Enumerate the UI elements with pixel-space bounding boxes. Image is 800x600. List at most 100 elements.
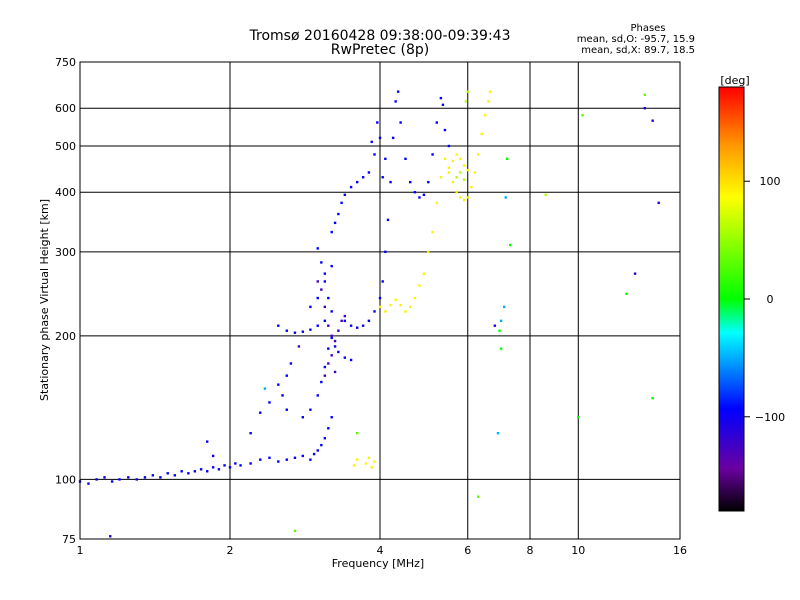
data-point xyxy=(316,324,319,327)
data-point xyxy=(367,319,371,323)
data-point xyxy=(499,347,503,350)
data-point xyxy=(249,462,252,465)
data-point xyxy=(343,356,347,359)
data-point xyxy=(293,331,297,334)
colorbar-label: [deg] xyxy=(720,74,749,87)
data-point xyxy=(443,157,447,161)
data-point xyxy=(327,324,330,327)
y-tick-label: 200 xyxy=(55,330,76,343)
colorbar-tick-label: 0 xyxy=(767,293,774,306)
data-point xyxy=(349,358,353,362)
data-point xyxy=(499,319,503,323)
data-points xyxy=(78,90,660,538)
data-point xyxy=(277,324,280,327)
data-point xyxy=(337,350,340,354)
data-point xyxy=(451,180,455,184)
data-point xyxy=(301,454,305,458)
data-point xyxy=(435,201,438,205)
data-point xyxy=(323,305,327,309)
data-point xyxy=(498,329,501,332)
data-point xyxy=(118,478,121,481)
data-point xyxy=(327,296,330,300)
phases-x-mode: mean, sd,X: 89.7, 18.5 xyxy=(581,45,695,56)
data-point xyxy=(384,157,387,161)
data-point xyxy=(277,460,280,463)
data-point xyxy=(409,180,412,184)
data-point xyxy=(316,449,319,452)
data-point xyxy=(330,354,333,357)
data-point xyxy=(378,296,382,300)
y-tick-label: 300 xyxy=(55,246,76,259)
data-point xyxy=(378,136,382,140)
data-point xyxy=(447,166,451,170)
data-point xyxy=(431,153,434,156)
data-point xyxy=(427,250,430,254)
data-point xyxy=(443,128,447,132)
data-point xyxy=(455,153,458,156)
data-point xyxy=(180,470,183,473)
data-point xyxy=(259,458,262,461)
phases-heading: Phases xyxy=(630,23,665,34)
data-point xyxy=(651,396,654,400)
data-point xyxy=(633,272,637,275)
data-point xyxy=(323,437,327,440)
data-point xyxy=(455,176,458,179)
data-point xyxy=(268,401,271,404)
y-tick-label: 75 xyxy=(62,533,76,546)
data-point xyxy=(355,458,359,461)
y-tick-label: 100 xyxy=(55,473,76,486)
data-point xyxy=(205,470,209,473)
data-point xyxy=(389,180,392,184)
data-point xyxy=(409,305,412,309)
data-point xyxy=(316,296,319,300)
data-point xyxy=(404,310,407,313)
data-point xyxy=(320,380,323,384)
data-point xyxy=(418,196,421,199)
data-point xyxy=(316,394,319,397)
data-point xyxy=(312,452,316,456)
colorbar-tick-label: 100 xyxy=(760,175,781,188)
grid-lines xyxy=(80,62,680,539)
data-point xyxy=(355,326,359,329)
data-point xyxy=(451,159,455,163)
data-point xyxy=(95,478,98,481)
data-point xyxy=(466,196,469,199)
data-point xyxy=(135,478,138,481)
data-point xyxy=(277,383,280,386)
chart-subtitle: RwPretec (8p) xyxy=(331,42,429,58)
data-point xyxy=(505,157,509,161)
data-point xyxy=(459,171,462,174)
y-tick-label: 750 xyxy=(55,56,76,69)
data-point xyxy=(320,288,323,291)
data-point xyxy=(151,474,155,477)
data-point xyxy=(404,157,407,161)
data-point xyxy=(289,362,293,365)
data-point xyxy=(285,374,288,377)
data-point xyxy=(352,464,356,467)
data-point xyxy=(343,314,347,318)
data-point xyxy=(316,247,319,250)
data-point xyxy=(337,212,340,216)
data-point xyxy=(422,272,426,275)
chart-title: Tromsø 20160428 09:38:00-09:39:43 xyxy=(249,28,511,44)
data-point xyxy=(389,303,392,307)
data-point xyxy=(370,466,373,469)
y-tick-label: 400 xyxy=(55,186,76,199)
data-point xyxy=(285,458,288,461)
data-point xyxy=(187,472,190,475)
data-point xyxy=(378,305,382,309)
data-point xyxy=(293,529,297,533)
data-point xyxy=(384,310,387,313)
data-point xyxy=(323,365,327,369)
data-point xyxy=(281,394,284,397)
data-point xyxy=(173,474,177,477)
data-point xyxy=(370,140,373,144)
data-point xyxy=(413,191,417,194)
data-point xyxy=(470,185,473,189)
data-point xyxy=(422,193,426,197)
data-point xyxy=(234,462,237,465)
data-point xyxy=(413,296,417,300)
data-point xyxy=(340,201,343,205)
x-axis-label: Frequency [MHz] xyxy=(332,557,424,570)
